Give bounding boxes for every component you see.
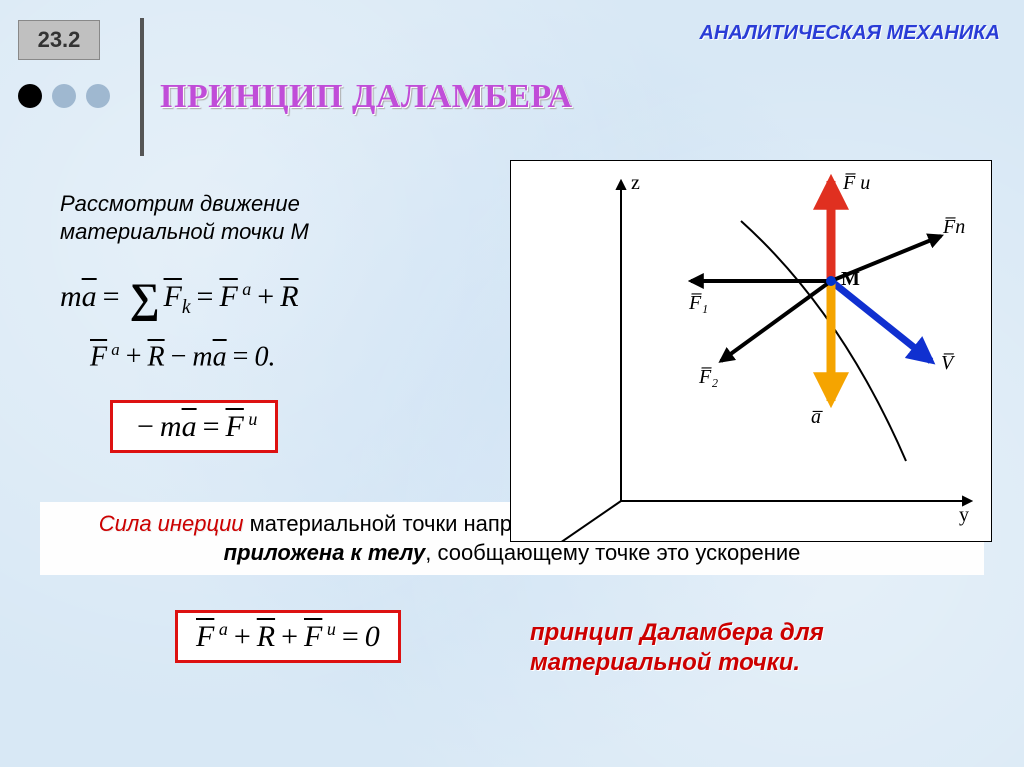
svg-text:y: y (959, 504, 969, 526)
svg-text:F̅ и: F̅ и (842, 172, 870, 194)
explanation-bold: приложена к телу (224, 540, 426, 565)
principle-line1: принцип Даламбера для (530, 619, 824, 646)
equation-3-frame: −ma=F и (110, 400, 278, 453)
equation-3: −ma=F и (131, 409, 257, 444)
explanation-part2: , сообщающему точке это ускорение (425, 540, 800, 565)
svg-text:F̅₁: F̅₁ (688, 292, 708, 314)
svg-text:F̅₂: F̅₂ (698, 366, 718, 388)
diagram-svg: z y F̅ и F̅n V̅ a̅ F̅₁ F̅₂ M (511, 161, 991, 541)
principle-line2: материальной точки. (530, 649, 800, 676)
progress-dots (18, 84, 110, 108)
principle-label: принцип Даламбера для материальной точки… (530, 618, 824, 678)
intro-text: Рассмотрим движение материальной точки М (60, 190, 309, 245)
dot-1 (18, 84, 42, 108)
svg-text:F̅n: F̅n (942, 216, 965, 238)
dot-2 (52, 84, 76, 108)
equation-4-frame: F a+R+F и=0 (175, 610, 401, 663)
svg-text:z: z (631, 172, 640, 194)
intro-line2: материальной точки М (60, 219, 309, 244)
explanation-highlight: Сила инерции (99, 511, 250, 536)
dot-3 (86, 84, 110, 108)
slide-title: ПРИНЦИП ДАЛАМБЕРА (160, 78, 573, 116)
force-diagram: z y F̅ и F̅n V̅ a̅ F̅₁ F̅₂ M (510, 160, 992, 542)
svg-text:M: M (841, 268, 860, 290)
equation-2: F a+R−ma=0. (90, 340, 275, 373)
vertical-divider (140, 18, 144, 156)
chapter-badge: 23.2 (18, 20, 100, 60)
svg-text:V̅: V̅ (941, 352, 956, 374)
equation-4: F a+R+F и=0 (196, 619, 380, 654)
equation-1: ma=∑Fk=F a+R (60, 275, 299, 323)
intro-line1: Рассмотрим движение (60, 191, 300, 216)
category-label: АНАЛИТИЧЕСКАЯ МЕХАНИКА (700, 22, 1000, 45)
svg-text:a̅: a̅ (811, 406, 824, 428)
